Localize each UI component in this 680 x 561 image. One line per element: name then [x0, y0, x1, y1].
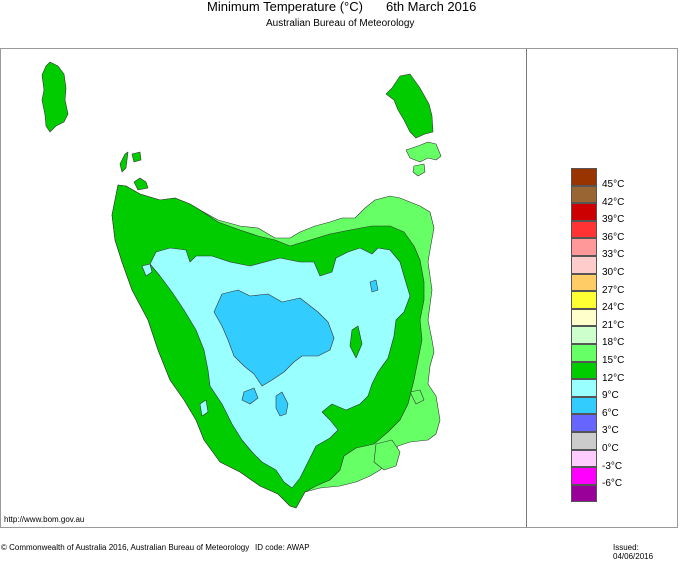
title-date: 6th March 2016 — [386, 0, 477, 14]
legend-swatch — [571, 396, 597, 415]
legend-swatch — [571, 203, 597, 221]
legend-label: -3°C — [602, 460, 623, 472]
legend-label: -6°C — [602, 478, 623, 490]
legend-label: 15°C — [602, 355, 625, 366]
issued-date: Issued: 04/06/2016 — [613, 543, 654, 561]
legend-label: 18°C — [602, 337, 625, 349]
legend-divider — [526, 49, 527, 527]
map-frame — [0, 48, 678, 528]
title-text: Minimum Temperature (°C) — [207, 0, 363, 14]
legend-label: 27°C — [602, 284, 625, 296]
subtitle: Australian Bureau of Meteorology — [266, 18, 415, 29]
legend-swatch — [571, 361, 597, 380]
legend-label: 0°C — [602, 443, 619, 454]
id-code: ID code: AWAP — [255, 543, 310, 552]
mainland-6to9 — [213, 289, 335, 387]
legend-label: 33°C — [602, 249, 625, 261]
legend-swatch — [571, 484, 597, 503]
legend-swatch — [571, 291, 597, 309]
legend-label: 6°C — [602, 407, 619, 419]
legend-label: 36°C — [602, 231, 625, 243]
flinders-island — [385, 73, 434, 139]
legend-swatch — [571, 308, 597, 327]
legend-swatch — [571, 432, 597, 450]
legend-label: 21°C — [602, 319, 625, 331]
king-island — [41, 61, 69, 133]
legend-label: 30°C — [602, 267, 625, 278]
legend-swatch — [571, 220, 597, 239]
legend-swatch — [571, 449, 597, 468]
legend-swatch — [571, 414, 597, 432]
legend-swatch — [571, 344, 597, 362]
legend-swatch — [571, 185, 597, 204]
legend-swatch — [571, 273, 597, 292]
legend-label: 39°C — [602, 214, 625, 226]
cape-barren-island — [405, 141, 442, 163]
legend-label: 45°C — [602, 179, 625, 190]
legend-label: 12°C — [602, 372, 625, 384]
legend-swatch — [571, 238, 597, 256]
legend-swatch — [571, 326, 597, 344]
legend-label: 9°C — [602, 390, 619, 402]
legend-swatch — [571, 256, 597, 274]
legend-swatch — [571, 168, 597, 186]
legend-swatch — [571, 379, 597, 397]
legend-label: 42°C — [602, 196, 625, 208]
copyright-text: © Commonwealth of Australia 2016, Austra… — [1, 543, 250, 552]
legend-label: 24°C — [602, 302, 625, 314]
legend-swatch — [571, 467, 597, 485]
legend-label: 3°C — [602, 425, 619, 437]
source-url[interactable]: http://www.bom.gov.au — [4, 515, 85, 524]
